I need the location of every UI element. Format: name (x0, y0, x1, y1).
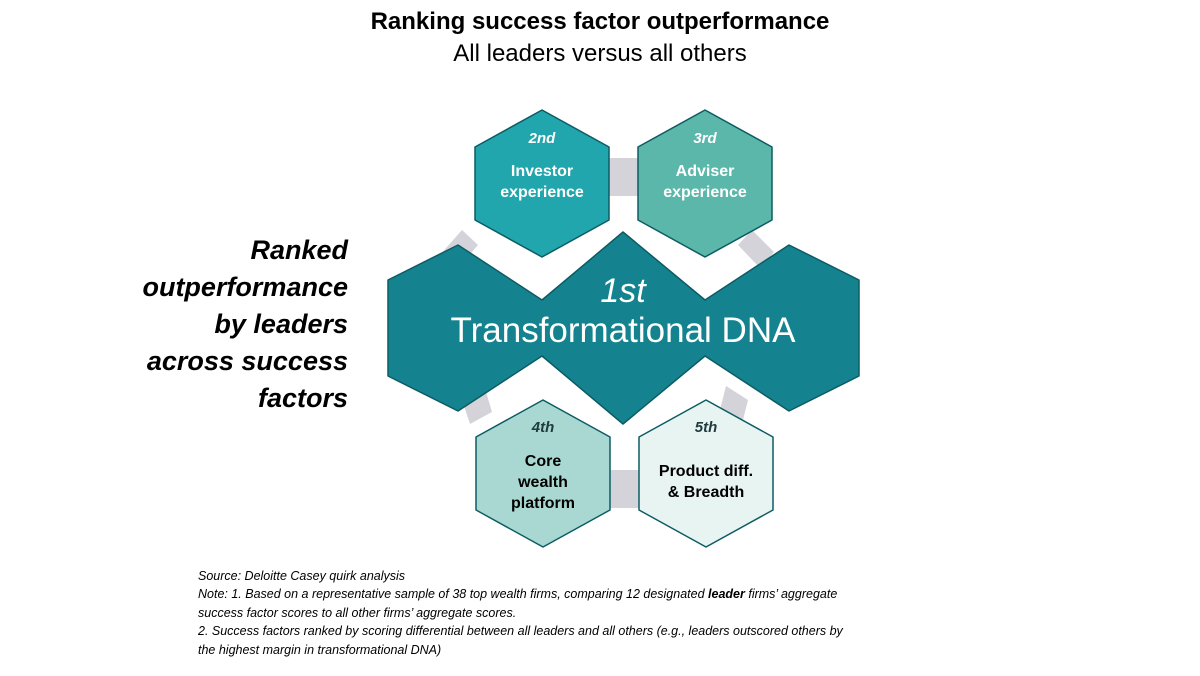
connector-left-lower (462, 385, 492, 424)
rank-2-label: 2nd (528, 130, 557, 147)
connector-right-upper (738, 230, 774, 268)
factor-1-line: Transformational DNA (451, 311, 797, 350)
note-1-prefix: Note: 1. Based on a representative sampl… (198, 587, 709, 602)
factor-2-line: Investor (511, 163, 573, 180)
factor-3-line: experience (663, 184, 747, 201)
source-note: Source: Deloitte Casey quirk analysis (198, 569, 406, 583)
connector-top (604, 158, 642, 196)
page-subtitle: All leaders versus all others (453, 40, 747, 67)
factor-4-line: Core (525, 453, 562, 470)
note-2-line: the highest margin in transformational D… (198, 642, 442, 657)
hexagon-rank-2 (474, 109, 610, 258)
rank-3-label: 3rd (693, 130, 717, 147)
hexagon-rank-5 (638, 399, 774, 548)
hexagon-rank-3 (637, 109, 773, 258)
factor-5-line: Product diff. (659, 463, 753, 480)
connector-right-lower (720, 386, 748, 424)
note-1-emphasis: leader (708, 587, 745, 602)
factor-5-line: & Breadth (668, 484, 744, 501)
factor-4-line: wealth (517, 474, 568, 491)
footnotes: Source: Deloitte Casey quirk analysis No… (198, 567, 1018, 659)
factor-3-line: Adviser (676, 163, 735, 180)
rank-1-label: 1st (600, 272, 647, 310)
side-label-line: by leaders (214, 309, 348, 339)
side-label-line: outperformance (142, 272, 348, 302)
factor-2-line: experience (500, 184, 584, 201)
side-label-line: across success (146, 346, 348, 376)
side-label-line: factors (257, 383, 348, 413)
side-label: Ranked outperformance by leaders across … (100, 232, 348, 417)
hexagon-rank-1 (387, 231, 860, 425)
note-1-line: success factor scores to all other firms… (198, 605, 517, 620)
note-2-line: 2. Success factors ranked by scoring dif… (198, 624, 843, 639)
rank-5-label: 5th (695, 419, 718, 436)
rank-4-label: 4th (531, 419, 555, 436)
note-1-line: Note: 1. Based on a representative sampl… (198, 585, 1018, 603)
note-1-suffix: firms’ aggregate (744, 587, 838, 602)
factor-4-line: platform (511, 495, 575, 512)
page-title: Ranking success factor outperformance (370, 8, 830, 35)
side-label-line: Ranked (250, 235, 348, 265)
hexagon-rank-4 (475, 399, 611, 548)
connector-bottom (604, 470, 642, 508)
